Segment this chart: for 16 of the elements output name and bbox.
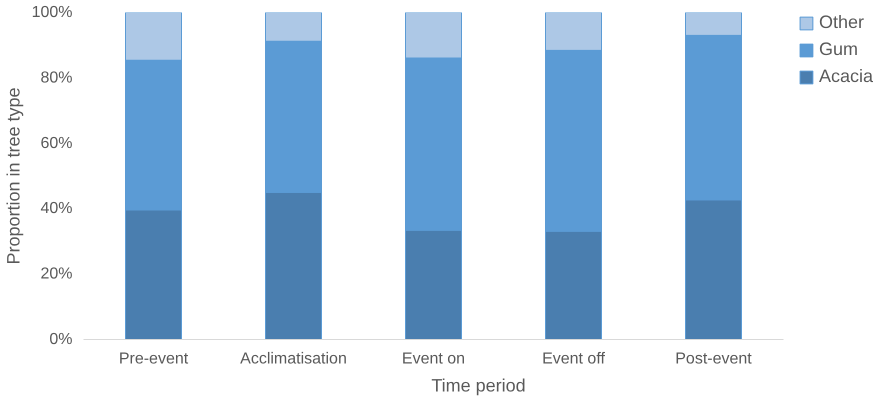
legend-label: Gum — [818, 39, 858, 60]
x-tick-label: Event off — [542, 350, 606, 368]
x-tick-label: Post-event — [675, 350, 752, 368]
y-tick-label: 60% — [40, 134, 73, 152]
legend-label: Acacia — [818, 66, 873, 87]
y-axis-title: Proportion in tree type — [4, 87, 24, 265]
y-tick-label: 0% — [49, 331, 72, 348]
legend-label: Other — [818, 12, 864, 33]
y-tick-label: 100% — [32, 4, 72, 21]
x-axis-title: Time period — [431, 376, 526, 396]
y-tick-label: 80% — [40, 69, 73, 86]
y-tick-label: 20% — [40, 266, 73, 283]
x-tick-label: Pre-event — [118, 350, 189, 368]
y-tick-label: 40% — [40, 200, 73, 218]
x-tick-label: Event on — [402, 350, 466, 368]
x-tick-label: Acclimatisation — [240, 350, 347, 368]
